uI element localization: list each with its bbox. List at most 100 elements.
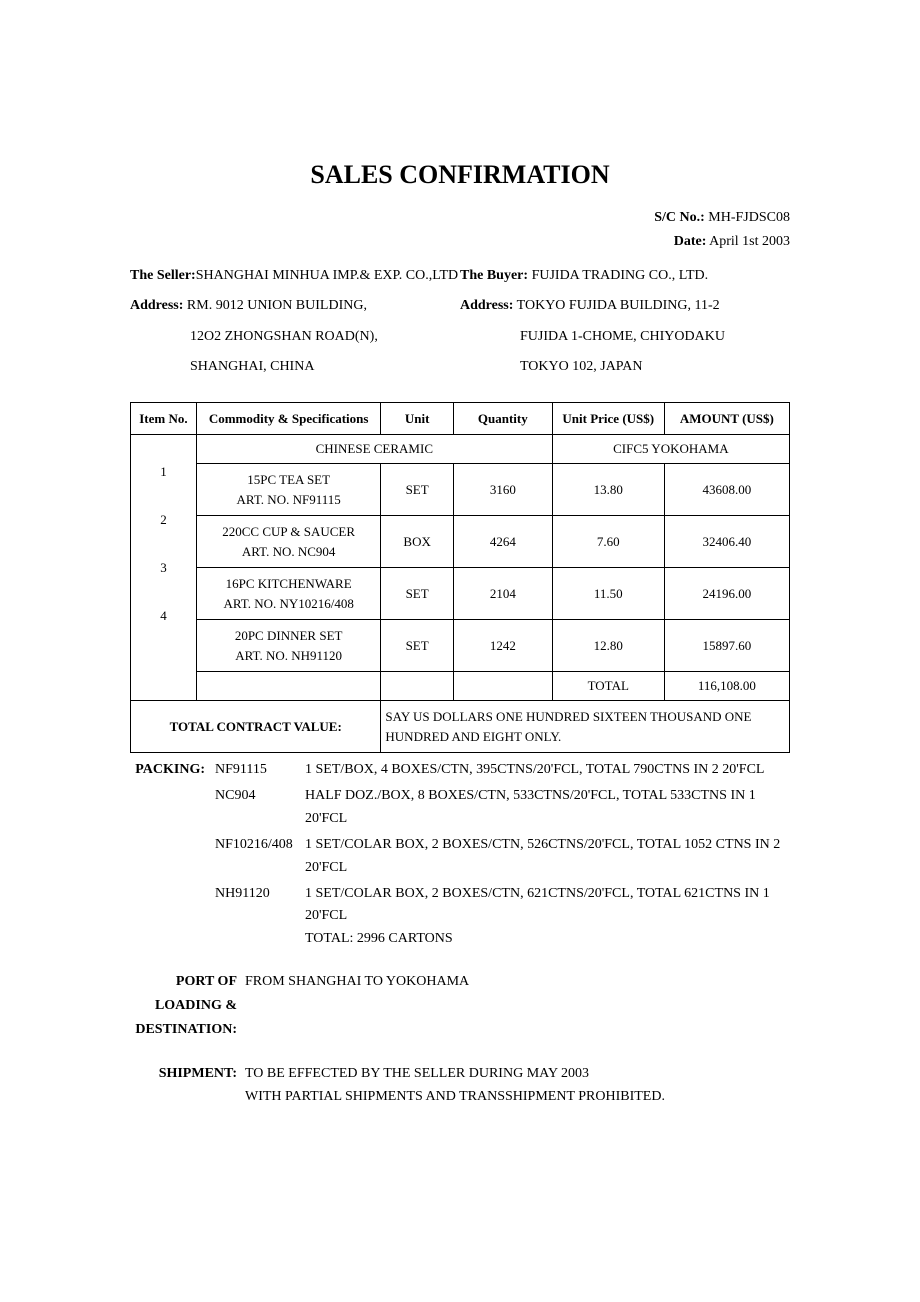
seller-address-label: Address:: [130, 298, 183, 313]
port-value: FROM SHANGHAI TO YOKOHAMA: [245, 970, 790, 1041]
empty-cell: [381, 672, 453, 701]
item-no-4: 4: [135, 608, 192, 624]
buyer-name-line: The Buyer: FUJIDA TRADING CO., LTD.: [460, 265, 790, 287]
amount-3: 24196.00: [664, 568, 789, 620]
table-row: 20PC DINNER SETART. NO. NH91120 SET 1242…: [131, 620, 790, 672]
amount-1: 43608.00: [664, 464, 789, 516]
sc-no-label: S/C No.:: [654, 210, 705, 225]
total-label: TOTAL: [552, 672, 664, 701]
shipment-value: TO BE EFFECTED BY THE SELLER DURING MAY …: [245, 1062, 790, 1110]
category-row: 1 2 3 4 CHINESE CERAMIC CIFC5 YOKOHAMA: [131, 435, 790, 464]
shipment-row: SHIPMENT: TO BE EFFECTED BY THE SELLER D…: [130, 1062, 790, 1110]
buyer-address-label: Address:: [460, 298, 513, 313]
contract-value-text: SAY US DOLLARS ONE HUNDRED SIXTEEN THOUS…: [381, 701, 790, 753]
packing-desc-3: 1 SET/COLAR BOX, 2 BOXES/CTN, 526CTNS/20…: [305, 834, 790, 879]
table-row: 16PC KITCHENWAREART. NO. NY10216/408 SET…: [131, 568, 790, 620]
price-2: 7.60: [552, 516, 664, 568]
date-line: Date: April 1st 2003: [130, 234, 790, 250]
seller-label: The Seller:: [130, 268, 196, 283]
th-unit-price: Unit Price (US$): [552, 402, 664, 435]
seller-name-line: The Seller:SHANGHAI MINHUA IMP.& EXP. CO…: [130, 265, 460, 287]
empty-cell: [453, 672, 552, 701]
qty-1: 3160: [453, 464, 552, 516]
packing-row: NC904 HALF DOZ./BOX, 8 BOXES/CTN, 533CTN…: [130, 785, 790, 830]
packing-code-4: NH91120: [215, 883, 305, 950]
buyer-address-line1: Address: TOKYO FUJIDA BUILDING, 11-2: [460, 295, 790, 317]
sc-no-value: MH-FJDSC08: [708, 210, 790, 225]
price-1: 13.80: [552, 464, 664, 516]
packing-desc-4: 1 SET/COLAR BOX, 2 BOXES/CTN, 621CTNS/20…: [305, 883, 790, 950]
th-unit: Unit: [381, 402, 453, 435]
amount-4: 15897.60: [664, 620, 789, 672]
buyer-column: The Buyer: FUJIDA TRADING CO., LTD. Addr…: [460, 265, 790, 387]
packing-row: NH91120 1 SET/COLAR BOX, 2 BOXES/CTN, 62…: [130, 883, 790, 950]
packing-row: PACKING: NF91115 1 SET/BOX, 4 BOXES/CTN,…: [130, 759, 790, 781]
port-label: PORT OF LOADING & DESTINATION:: [130, 970, 245, 1041]
buyer-name: FUJIDA TRADING CO., LTD.: [532, 268, 709, 283]
price-4: 12.80: [552, 620, 664, 672]
total-value: 116,108.00: [664, 672, 789, 701]
total-row: TOTAL 116,108.00: [131, 672, 790, 701]
unit-2: BOX: [381, 516, 453, 568]
packing-label: PACKING:: [130, 759, 215, 781]
empty-label: [130, 883, 215, 950]
shipment-label: SHIPMENT:: [130, 1062, 245, 1110]
price-3: 11.50: [552, 568, 664, 620]
buyer-address2: FUJIDA 1-CHOME, CHIYODAKU: [460, 326, 790, 348]
sc-number-line: S/C No.: MH-FJDSC08: [130, 210, 790, 226]
packing-total: TOTAL: 2996 CARTONS: [305, 931, 453, 946]
commodity-1: 15PC TEA SETART. NO. NF91115: [196, 464, 381, 516]
commodity-3: 16PC KITCHENWAREART. NO. NY10216/408: [196, 568, 381, 620]
seller-address1: RM. 9012 UNION BUILDING,: [187, 298, 367, 313]
qty-2: 4264: [453, 516, 552, 568]
packing-desc-1: 1 SET/BOX, 4 BOXES/CTN, 395CTNS/20'FCL, …: [305, 759, 790, 781]
seller-address2: 12O2 ZHONGSHAN ROAD(N),: [130, 326, 460, 348]
header-meta: S/C No.: MH-FJDSC08 Date: April 1st 2003: [130, 210, 790, 250]
packing-row: NF10216/408 1 SET/COLAR BOX, 2 BOXES/CTN…: [130, 834, 790, 879]
item-no-2: 2: [135, 512, 192, 528]
th-item-no: Item No.: [131, 402, 197, 435]
table-row: 220CC CUP & SAUCERART. NO. NC904 BOX 426…: [131, 516, 790, 568]
table-header-row: Item No. Commodity & Specifications Unit…: [131, 402, 790, 435]
port-section: PORT OF LOADING & DESTINATION: FROM SHAN…: [130, 970, 790, 1041]
packing-section: PACKING: NF91115 1 SET/BOX, 4 BOXES/CTN,…: [130, 759, 790, 950]
category-right: CIFC5 YOKOHAMA: [552, 435, 789, 464]
qty-3: 2104: [453, 568, 552, 620]
buyer-label: The Buyer:: [460, 268, 528, 283]
qty-4: 1242: [453, 620, 552, 672]
commodity-2: 220CC CUP & SAUCERART. NO. NC904: [196, 516, 381, 568]
empty-label: [130, 785, 215, 830]
seller-address-line1: Address: RM. 9012 UNION BUILDING,: [130, 295, 460, 317]
th-quantity: Quantity: [453, 402, 552, 435]
item-no-1: 1: [135, 464, 192, 480]
seller-column: The Seller:SHANGHAI MINHUA IMP.& EXP. CO…: [130, 265, 460, 387]
packing-code-1: NF91115: [215, 759, 305, 781]
contract-value-label: TOTAL CONTRACT VALUE:: [131, 701, 381, 753]
contract-value-row: TOTAL CONTRACT VALUE: SAY US DOLLARS ONE…: [131, 701, 790, 753]
buyer-address1: TOKYO FUJIDA BUILDING, 11-2: [517, 298, 720, 313]
seller-name: SHANGHAI MINHUA IMP.& EXP. CO.,LTD: [196, 268, 458, 283]
unit-1: SET: [381, 464, 453, 516]
parties-section: The Seller:SHANGHAI MINHUA IMP.& EXP. CO…: [130, 265, 790, 387]
packing-code-2: NC904: [215, 785, 305, 830]
packing-code-3: NF10216/408: [215, 834, 305, 879]
date-value: April 1st 2003: [709, 234, 790, 249]
table-row: 15PC TEA SETART. NO. NF91115 SET 3160 13…: [131, 464, 790, 516]
th-amount: AMOUNT (US$): [664, 402, 789, 435]
items-table: Item No. Commodity & Specifications Unit…: [130, 402, 790, 754]
empty-cell: [196, 672, 381, 701]
empty-label: [130, 834, 215, 879]
item-no-cell: 1 2 3 4: [131, 435, 197, 701]
category-left: CHINESE CERAMIC: [196, 435, 552, 464]
packing-desc-2: HALF DOZ./BOX, 8 BOXES/CTN, 533CTNS/20'F…: [305, 785, 790, 830]
port-row: PORT OF LOADING & DESTINATION: FROM SHAN…: [130, 970, 790, 1041]
unit-3: SET: [381, 568, 453, 620]
unit-4: SET: [381, 620, 453, 672]
date-label: Date:: [674, 234, 707, 249]
item-no-3: 3: [135, 560, 192, 576]
commodity-4: 20PC DINNER SETART. NO. NH91120: [196, 620, 381, 672]
amount-2: 32406.40: [664, 516, 789, 568]
th-commodity: Commodity & Specifications: [196, 402, 381, 435]
seller-address3: SHANGHAI, CHINA: [130, 356, 460, 378]
buyer-address3: TOKYO 102, JAPAN: [460, 356, 790, 378]
